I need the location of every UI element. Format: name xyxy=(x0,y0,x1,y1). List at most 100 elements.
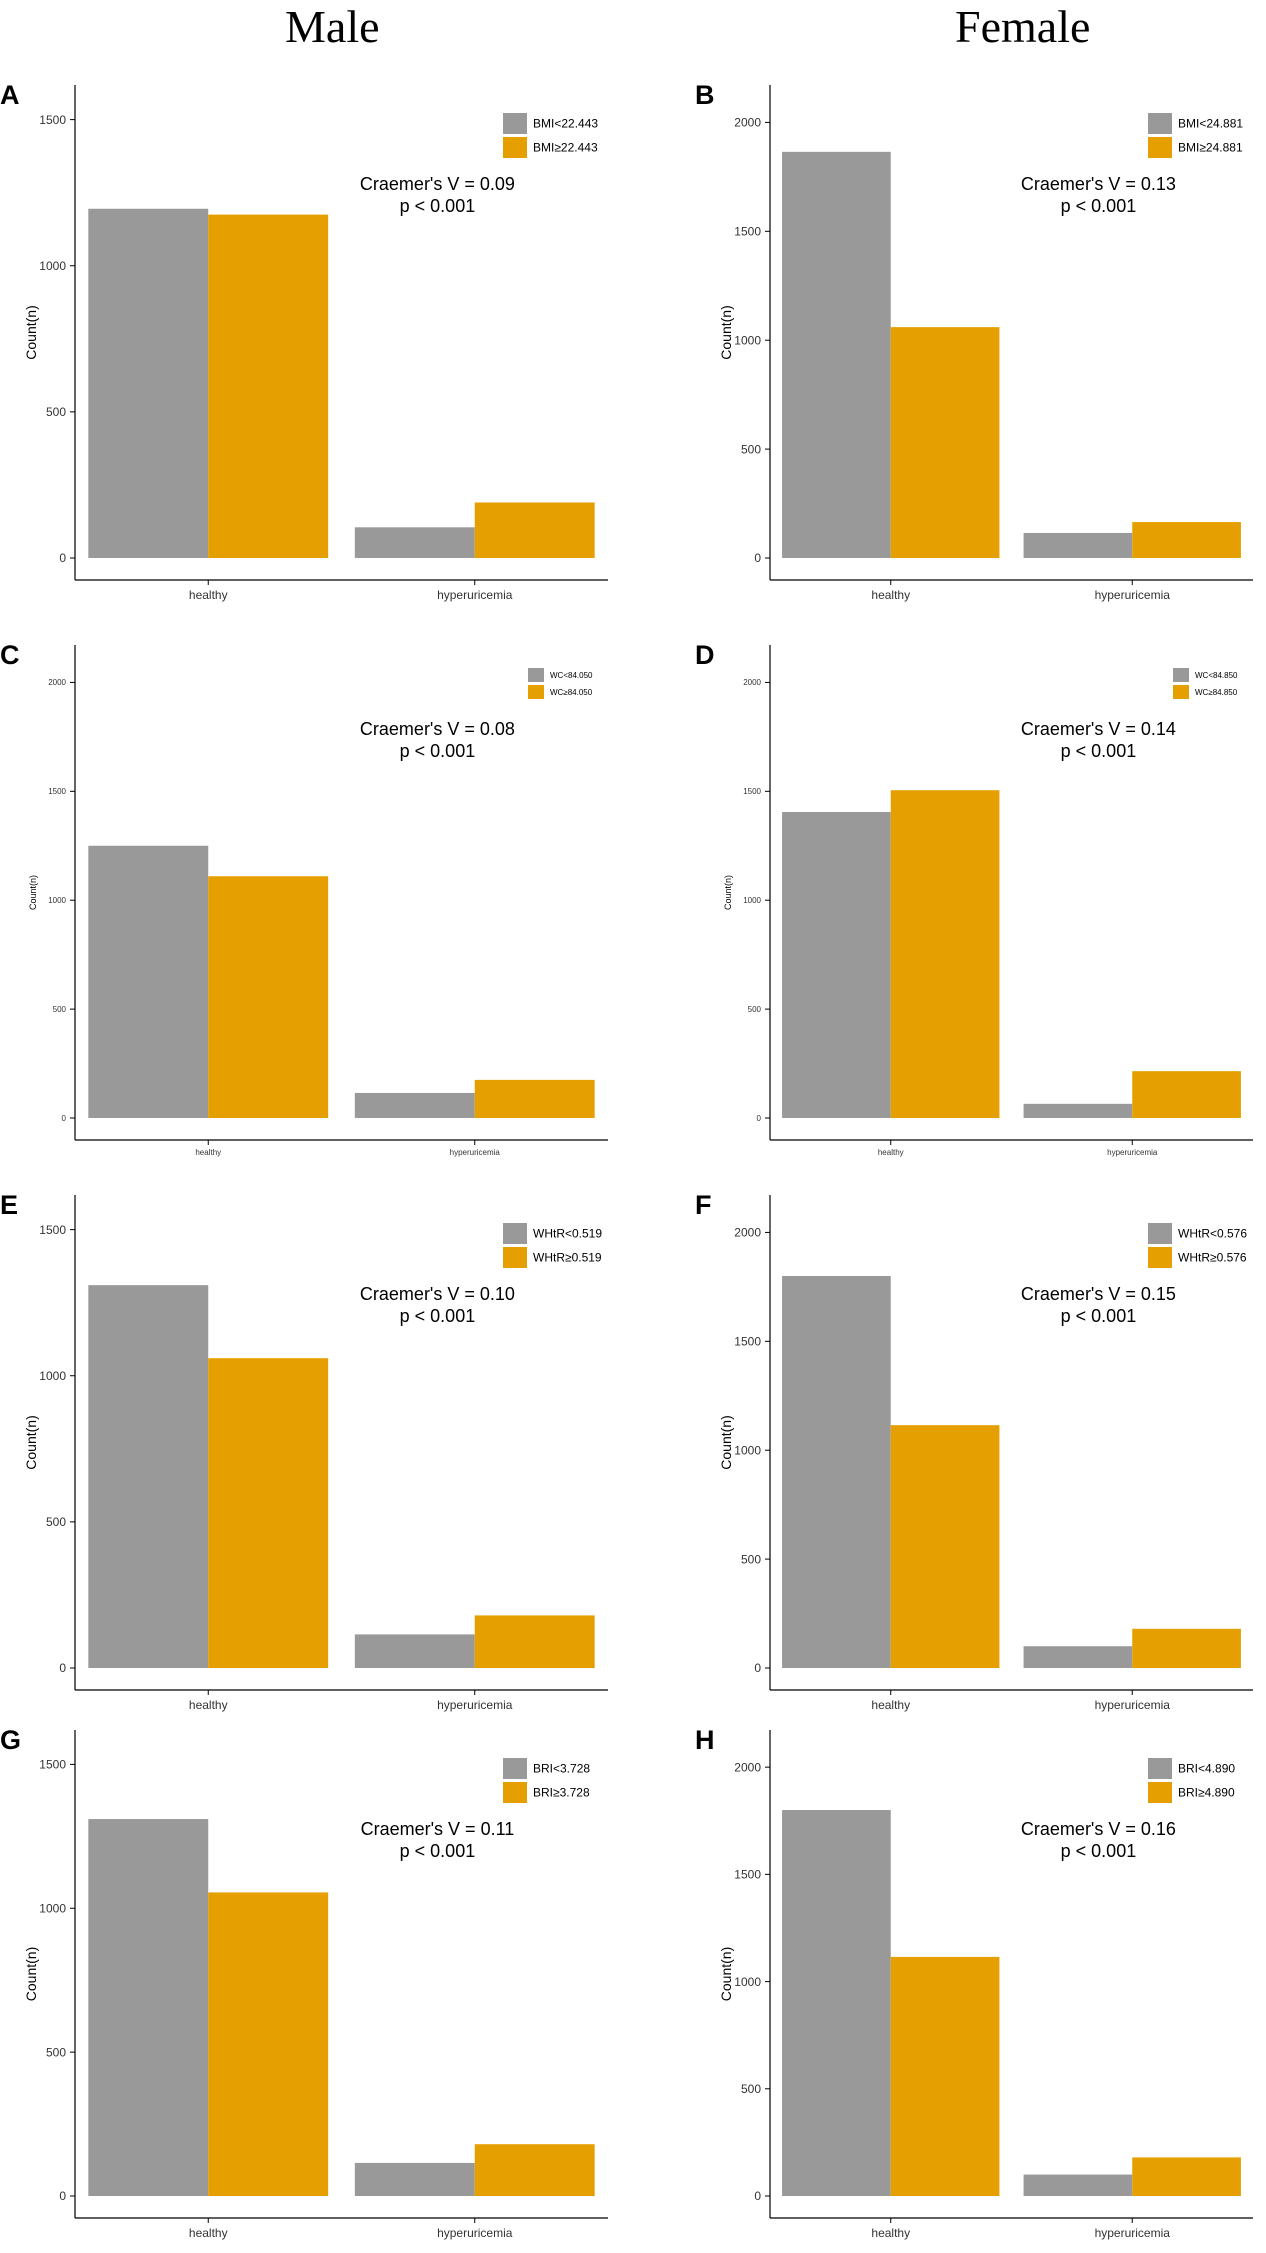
bar xyxy=(474,502,595,558)
x-tick-label: hyperuricemia xyxy=(437,588,513,602)
bar xyxy=(354,527,475,558)
legend-key xyxy=(503,1758,527,1779)
x-tick-label: hyperuricemia xyxy=(1107,1148,1158,1157)
annotation-line: p < 0.001 xyxy=(1061,1306,1137,1326)
legend-label: BMI<24.881 xyxy=(1178,117,1243,131)
y-axis-title: Count(n) xyxy=(718,1415,734,1469)
annotation-line: Craemer's V = 0.11 xyxy=(361,1819,515,1839)
y-tick-label: 0 xyxy=(754,551,761,565)
legend-label: WHtR≥0.576 xyxy=(1178,1251,1247,1265)
bar xyxy=(474,1615,595,1668)
chart-a: 0 500 1000 1500 Count(n) healthy hyperuricemia… xyxy=(23,85,608,602)
legend-label: BMI<22.443 xyxy=(533,117,598,131)
bar xyxy=(1023,2174,1133,2196)
legend-key xyxy=(528,668,544,682)
y-axis-title: Count(n) xyxy=(28,875,38,910)
bar xyxy=(1132,522,1241,558)
bar xyxy=(1023,1103,1133,1118)
annotation-line: Craemer's V = 0.15 xyxy=(1021,1284,1176,1304)
legend-label: BMI≥24.881 xyxy=(1178,141,1243,155)
legend-label: WC≥84.850 xyxy=(1195,688,1238,697)
annotation-line: p < 0.001 xyxy=(1061,196,1137,216)
x-tick-label: healthy xyxy=(871,1698,910,1712)
x-tick-label: healthy xyxy=(878,1148,904,1157)
bar xyxy=(1132,1071,1241,1118)
panel-a-label: A xyxy=(0,80,20,110)
y-tick-label: 0 xyxy=(62,1114,67,1123)
bar xyxy=(782,1810,891,2196)
chart-f: 0 500 1000 1500 2000 Count(n) healthy hyperuric… xyxy=(718,1195,1253,1712)
y-tick-label: 1500 xyxy=(734,225,761,239)
bar xyxy=(354,1092,475,1118)
y-tick-label: 2000 xyxy=(48,678,66,687)
panel-d-label: D xyxy=(695,640,715,670)
x-tick-label: hyperuricemia xyxy=(1095,2226,1171,2240)
bar xyxy=(208,214,329,558)
y-axis-title: Count(n) xyxy=(23,1947,39,2001)
legend-label: WC<84.850 xyxy=(1195,671,1238,680)
chart-e: 0 500 1000 1500 Count(n) healthy hyperuricemia… xyxy=(23,1195,608,1712)
y-tick-label: 0 xyxy=(59,1661,66,1675)
bar xyxy=(1023,1646,1133,1668)
y-axis-title: Count(n) xyxy=(718,1947,734,2001)
y-tick-label: 500 xyxy=(46,405,66,419)
y-tick-label: 1500 xyxy=(734,1335,761,1349)
legend-key xyxy=(503,1247,527,1268)
chart-d: 0 500 1000 1500 2000 Count(n) healthy hyperuric… xyxy=(723,645,1253,1157)
panel-e: E 0 500 1000 1500 Count(n) healthy hyperuricem… xyxy=(0,1180,620,1725)
y-tick-label: 0 xyxy=(754,2189,761,2203)
legend-key xyxy=(1148,137,1172,158)
legend-key xyxy=(1173,668,1189,682)
legend-label: BRI<3.728 xyxy=(533,1762,590,1776)
annotation-line: Craemer's V = 0.16 xyxy=(1021,1819,1176,1839)
y-tick-label: 1000 xyxy=(48,896,66,905)
bar xyxy=(88,1285,209,1668)
legend-key xyxy=(528,685,544,699)
y-axis-title: Count(n) xyxy=(23,305,39,359)
legend-key xyxy=(1148,1758,1172,1779)
panel-f-label: F xyxy=(695,1190,712,1220)
annotation-line: Craemer's V = 0.14 xyxy=(1021,719,1176,739)
y-tick-label: 500 xyxy=(46,1515,66,1529)
bar xyxy=(208,1358,329,1668)
legend-label: WC<84.050 xyxy=(550,671,593,680)
bar xyxy=(354,2162,475,2196)
y-tick-label: 0 xyxy=(59,551,66,565)
y-tick-label: 0 xyxy=(757,1114,762,1123)
y-tick-label: 500 xyxy=(53,1005,67,1014)
legend-key xyxy=(503,1223,527,1244)
panel-d: D 0 500 1000 1500 2000 Count(n) healthy hyperur… xyxy=(695,630,1265,1175)
x-tick-label: hyperuricemia xyxy=(1095,588,1171,602)
bar xyxy=(1023,532,1133,558)
panel-g-label: G xyxy=(0,1725,22,1755)
y-tick-label: 2000 xyxy=(743,678,761,687)
panel-f: F 0 500 1000 1500 2000 Count(n) healthy hyperur… xyxy=(695,1180,1265,1725)
y-tick-label: 1000 xyxy=(39,1901,66,1915)
y-tick-label: 1500 xyxy=(39,1223,66,1237)
annotation-line: p < 0.001 xyxy=(400,1306,476,1326)
y-tick-label: 1500 xyxy=(39,1758,66,1772)
bar xyxy=(88,1819,209,2196)
legend-key xyxy=(1148,113,1172,134)
legend-key xyxy=(503,1782,527,1803)
y-tick-label: 0 xyxy=(754,1661,761,1675)
bar xyxy=(88,208,209,558)
bar xyxy=(890,790,1000,1118)
annotation-line: Craemer's V = 0.08 xyxy=(360,719,515,739)
bar xyxy=(208,876,329,1118)
bar xyxy=(474,1079,595,1118)
bar xyxy=(890,327,1000,558)
bar xyxy=(782,812,891,1118)
legend-key xyxy=(1173,685,1189,699)
annotation-line: p < 0.001 xyxy=(1061,1841,1137,1861)
bar xyxy=(208,1892,329,2196)
panel-a: A 0 500 1000 1500 Count(n) healthy hyperuricem… xyxy=(0,70,620,615)
y-tick-label: 500 xyxy=(741,1552,761,1566)
y-axis-title: Count(n) xyxy=(723,875,733,910)
y-tick-label: 1000 xyxy=(734,333,761,347)
y-tick-label: 1500 xyxy=(39,113,66,127)
legend-key xyxy=(503,137,527,158)
x-tick-label: healthy xyxy=(189,1698,228,1712)
x-tick-label: hyperuricemia xyxy=(1095,1698,1171,1712)
x-tick-label: healthy xyxy=(189,2226,228,2240)
